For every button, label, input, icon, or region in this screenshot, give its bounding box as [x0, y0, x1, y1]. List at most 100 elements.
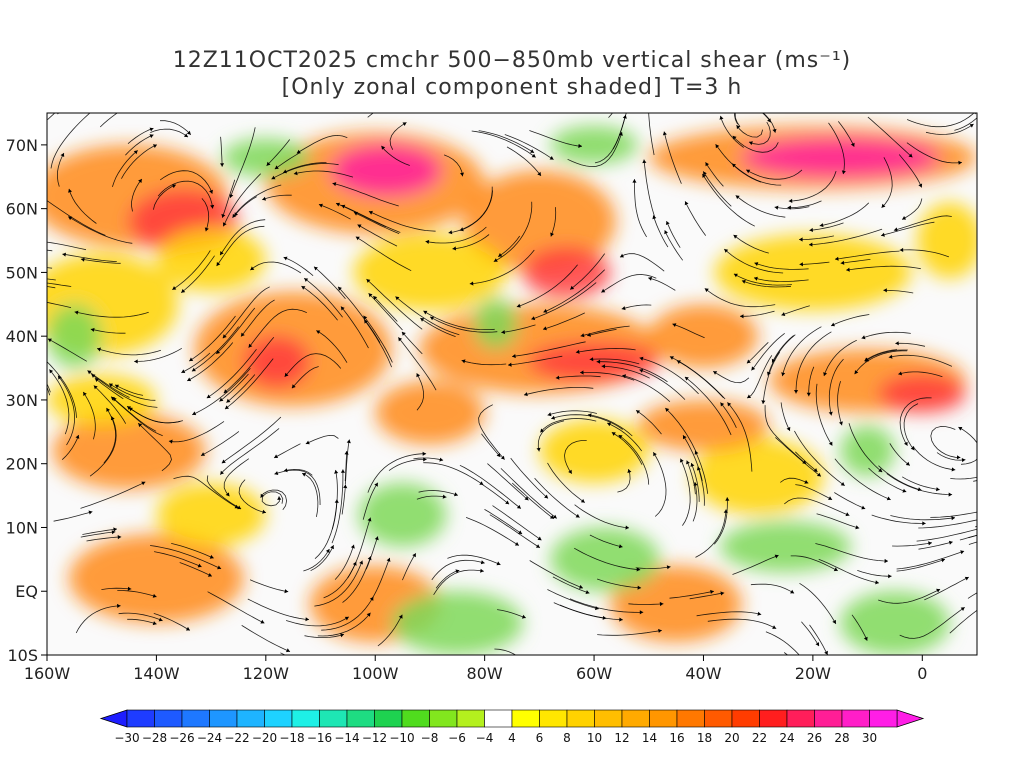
streamline — [930, 511, 977, 518]
streamline-arrowhead — [816, 472, 821, 477]
streamline — [112, 150, 138, 188]
streamline-arrowhead — [398, 337, 403, 342]
streamline — [266, 139, 291, 167]
streamline-arrowhead — [368, 293, 373, 298]
streamline — [834, 492, 866, 510]
streamline — [732, 554, 779, 575]
streamline-arrowhead — [618, 544, 623, 549]
streamline — [61, 434, 79, 460]
streamline-arrowhead — [75, 435, 80, 439]
streamline-arrowhead — [518, 530, 523, 534]
streamline-arrowhead — [305, 617, 309, 622]
streamline-arrowhead — [189, 357, 194, 362]
streamline — [689, 592, 725, 600]
streamline — [886, 473, 953, 495]
streamline-arrowhead — [543, 326, 547, 331]
streamline — [543, 269, 605, 313]
streamline-arrowhead — [357, 224, 362, 229]
colorbar-label: 20 — [724, 731, 739, 745]
streamline-arrowhead — [217, 565, 222, 570]
streamline — [282, 162, 327, 174]
streamline-arrowhead — [840, 482, 845, 486]
streamline — [285, 616, 350, 627]
streamline — [848, 423, 883, 473]
streamline-arrowhead — [304, 278, 309, 282]
streamline — [283, 256, 314, 277]
streamline-arrowhead — [905, 461, 910, 466]
streamline — [846, 265, 921, 271]
streamline — [429, 316, 498, 333]
streamline-arrowhead — [666, 565, 671, 570]
streamline — [575, 347, 636, 353]
lon-label: 100W — [352, 664, 399, 683]
streamline — [861, 331, 911, 339]
streamline — [611, 431, 643, 465]
streamline — [99, 113, 118, 128]
streamline — [589, 534, 623, 548]
streamline — [362, 482, 379, 520]
streamline — [206, 349, 257, 399]
streamline — [240, 299, 275, 337]
streamline-arrowhead — [884, 558, 888, 564]
streamline — [273, 443, 301, 459]
streamline-arrowhead — [958, 160, 962, 165]
streamline — [381, 145, 410, 166]
streamline-arrowhead — [367, 556, 372, 561]
streamline — [127, 618, 157, 625]
streamline — [313, 266, 346, 300]
streamline — [696, 611, 762, 617]
streamline-arrowhead — [216, 350, 221, 354]
streamline-arrowhead — [898, 371, 903, 376]
streamline — [767, 334, 796, 376]
colorbar-label: −22 — [224, 731, 249, 745]
streamline — [101, 587, 132, 590]
streamline-arrowhead — [128, 407, 133, 412]
streamline — [172, 250, 211, 291]
streamline-arrowhead — [908, 153, 913, 158]
colorbar-cell — [401, 709, 430, 728]
streamline — [949, 609, 977, 634]
streamline — [601, 365, 650, 379]
streamline — [363, 319, 392, 368]
streamline-arrowhead — [813, 468, 818, 472]
streamline — [291, 366, 319, 389]
streamline-arrowhead — [172, 286, 177, 290]
shear-area — [840, 425, 895, 477]
streamline — [555, 375, 601, 379]
streamline — [335, 202, 386, 228]
streamline — [723, 248, 784, 274]
streamline-arrowhead — [88, 510, 93, 515]
streamline-arrowhead — [68, 188, 72, 193]
streamline — [819, 202, 870, 227]
streamline-arrowhead — [774, 205, 779, 210]
streamline — [635, 409, 662, 435]
streamline-arrowhead — [928, 541, 932, 546]
streamline — [840, 259, 871, 264]
streamline — [510, 457, 549, 499]
streamline-arrowhead — [346, 439, 351, 444]
colorbar-label: −6 — [448, 731, 466, 745]
streamline-arrowhead — [225, 492, 230, 497]
streamline — [353, 211, 400, 234]
streamline — [550, 207, 557, 237]
streamline — [47, 282, 72, 287]
streamline-arrowhead — [948, 492, 953, 497]
streamline-arrowhead — [448, 230, 453, 235]
streamline-arrowhead — [284, 589, 289, 594]
streamline — [924, 576, 969, 601]
shear-area — [473, 297, 518, 349]
streamline-arrowhead — [551, 415, 556, 420]
streamline — [799, 235, 834, 240]
streamline-arrowhead — [97, 347, 101, 352]
streamline-arrowhead — [352, 561, 357, 566]
streamline-arrowhead — [720, 402, 725, 407]
streamline — [643, 159, 656, 219]
streamline — [94, 377, 124, 400]
streamline-arrowhead — [80, 257, 85, 262]
streamline-arrowhead — [845, 512, 850, 517]
streamline-arrowhead — [555, 375, 560, 380]
streamline — [901, 198, 923, 220]
streamline-arrowhead — [575, 349, 580, 354]
streamline — [748, 121, 771, 145]
streamline — [274, 152, 301, 170]
